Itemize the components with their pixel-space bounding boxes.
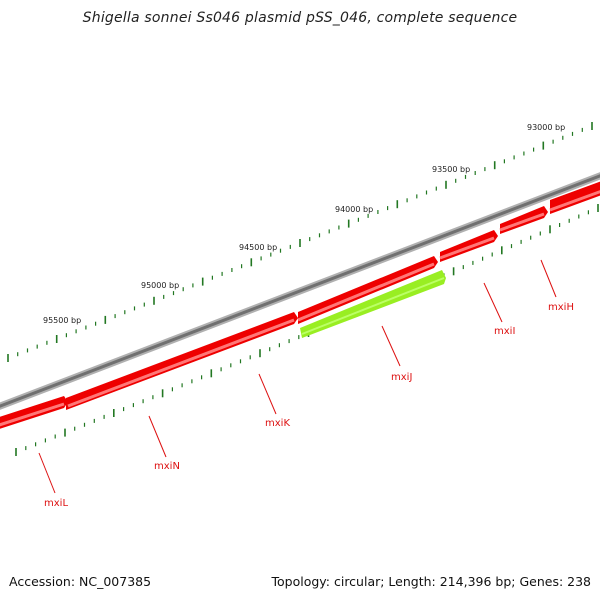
bp-label-94500: 94500 bp — [239, 243, 277, 252]
outer-tick-ring — [7, 122, 593, 362]
bp-label-95500: 95500 bp — [43, 316, 81, 325]
forward-genes — [0, 181, 600, 429]
gene-label-mxiK: mxiK — [265, 418, 290, 429]
gene-label-mxiI: mxiI — [494, 326, 515, 337]
bp-label-94000: 94000 bp — [335, 205, 373, 214]
backbone-arc-core — [0, 174, 600, 408]
gene-leader-lines — [38, 259, 557, 494]
gene-label-mxiH: mxiH — [548, 302, 574, 313]
bp-label-93000: 93000 bp — [527, 123, 565, 132]
topology-summary: Topology: circular; Length: 214,396 bp; … — [271, 574, 592, 589]
gene-label-mxiL: mxiL — [44, 498, 68, 509]
accession-text: Accession: NC_007385 — [9, 574, 152, 589]
bp-label-95000: 95000 bp — [141, 281, 179, 290]
gene-shading — [0, 190, 600, 427]
gene-mxiN-mxiK[interactable] — [66, 312, 298, 410]
bp-label-93500: 93500 bp — [432, 165, 470, 174]
gene-label-mxiN: mxiN — [154, 461, 180, 472]
map-title: Shigella sonnei Ss046 plasmid pSS_046, c… — [82, 10, 518, 26]
gene-label-mxiJ: mxiJ — [391, 372, 412, 383]
gene-mxiJ-shading — [301, 277, 445, 335]
